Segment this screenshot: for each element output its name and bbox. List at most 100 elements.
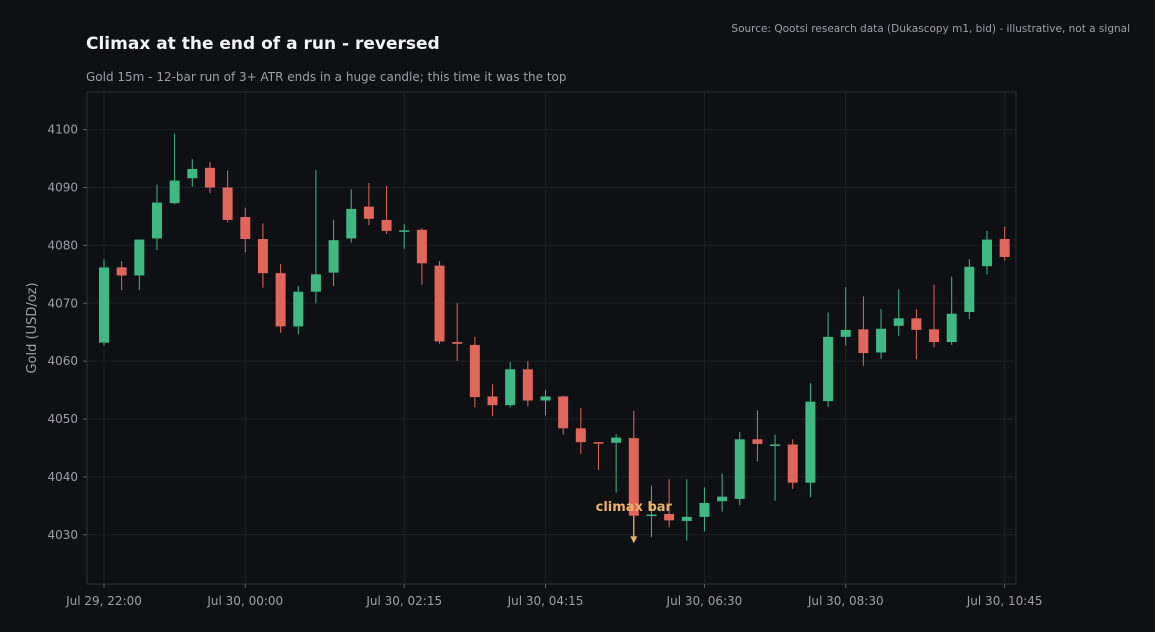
candle-body [452, 342, 463, 344]
candle-body [381, 219, 392, 231]
candle [275, 263, 286, 333]
candle [346, 189, 357, 243]
candle-body [858, 329, 869, 354]
y-tick-label: 4070 [47, 296, 78, 310]
candle [823, 312, 834, 407]
candles-layer [99, 133, 1010, 543]
y-tick-label: 4080 [47, 238, 78, 252]
candle-body [911, 318, 922, 330]
candle-body [558, 396, 569, 429]
candle [151, 184, 162, 251]
candle [134, 239, 145, 290]
candle-body [99, 267, 109, 343]
x-tick-label: Jul 30, 04:15 [507, 594, 584, 608]
candle [116, 261, 127, 290]
candle-body [681, 516, 692, 521]
candle-body [717, 496, 728, 502]
candle-body [946, 313, 957, 343]
candle-body [169, 180, 180, 204]
y-tick-label: 4050 [47, 412, 78, 426]
candle-body [929, 329, 940, 343]
candle [99, 259, 109, 346]
candle-body [151, 202, 162, 239]
annotation-arrow-head [630, 536, 638, 544]
candle [187, 159, 198, 187]
candle-body [823, 336, 834, 402]
candle-body [664, 513, 675, 521]
x-tick-label: Jul 30, 02:15 [365, 594, 442, 608]
chart-title: Climax at the end of a run - reversed [86, 34, 440, 54]
candle [664, 479, 675, 528]
candle [399, 223, 410, 249]
candle-body [222, 187, 233, 220]
x-tick-label: Jul 29, 22:00 [65, 594, 142, 608]
candle-body [646, 514, 657, 517]
y-tick-label: 4060 [47, 354, 78, 368]
candle-body [999, 239, 1010, 257]
candle [717, 473, 728, 512]
candle-body [275, 273, 286, 327]
candle [946, 276, 957, 345]
candle-body [204, 167, 215, 188]
candle [381, 185, 392, 234]
candle [469, 336, 480, 408]
candle-body [593, 442, 604, 444]
candle-body [540, 396, 551, 401]
candle-body [469, 344, 480, 398]
candle-body [787, 444, 798, 483]
candle-body [611, 437, 622, 443]
candle [293, 285, 304, 335]
candle [434, 261, 445, 344]
candle [999, 226, 1010, 261]
candle [257, 223, 268, 288]
candle-body [240, 217, 251, 240]
chart-subtitle: Gold 15m - 12-bar run of 3+ ATR ends in … [86, 70, 567, 84]
y-tick-label: 4100 [47, 123, 78, 137]
candle-body [505, 369, 516, 406]
candle [876, 309, 887, 359]
candle [929, 284, 940, 348]
candle [593, 441, 604, 470]
candle [752, 410, 763, 462]
y-axis-label: Gold (USD/oz) [25, 282, 40, 373]
candle-body [116, 267, 127, 276]
candle [858, 296, 869, 366]
annotation-label: climax bar [596, 500, 673, 515]
candle-body [434, 265, 445, 342]
candle [204, 162, 215, 194]
candle-body [699, 502, 710, 517]
candle [964, 259, 975, 319]
candle-body [964, 266, 975, 312]
y-tick-label: 4040 [47, 470, 78, 484]
candle [840, 287, 851, 346]
candle [452, 303, 463, 362]
y-tick-label: 4090 [47, 181, 78, 195]
candle [222, 170, 233, 223]
x-tick-label: Jul 30, 06:30 [666, 594, 743, 608]
candle [805, 383, 816, 498]
candle-body [416, 229, 427, 264]
candle [681, 479, 692, 541]
candle-body [487, 396, 498, 406]
candle [240, 207, 251, 253]
candle-body [346, 208, 357, 239]
candle [487, 384, 498, 417]
candle [505, 361, 516, 408]
candle [363, 182, 374, 226]
candle-body [575, 428, 586, 443]
y-axis-ticks: 4030 4040 4050 4060 4070 4080 4090 4100 [47, 123, 87, 542]
candle [540, 390, 551, 416]
candle-body [734, 439, 745, 499]
candle [169, 133, 180, 205]
x-tick-label: Jul 30, 10:45 [966, 594, 1043, 608]
y-tick-label: 4030 [47, 528, 78, 542]
source-note: Source: Qootsi research data (Dukascopy … [731, 23, 1130, 35]
candle [787, 439, 798, 490]
candle-body [328, 240, 339, 273]
candle [328, 219, 339, 286]
candle-body [840, 329, 851, 337]
candle-body [257, 239, 268, 274]
candle-body [876, 328, 887, 353]
candle [522, 361, 533, 407]
